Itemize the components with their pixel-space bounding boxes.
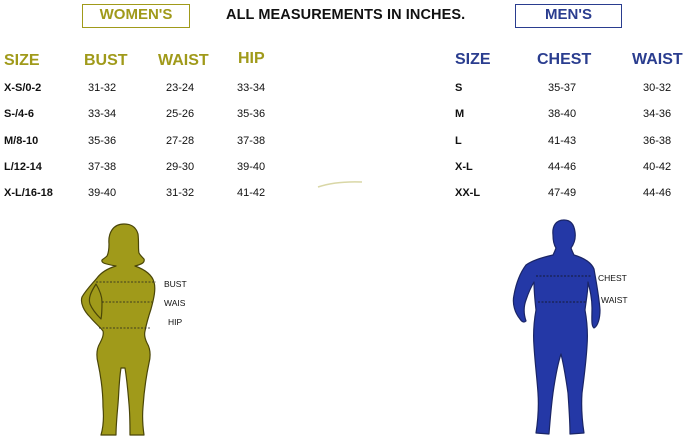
page-title: ALL MEASUREMENTS IN INCHES. — [226, 7, 466, 23]
womens-hip-cell: 41-42 — [237, 187, 266, 199]
womens-bust-cell: 37-38 — [88, 161, 117, 173]
stray-mark — [317, 181, 363, 188]
mens-waist-cell: 36-38 — [643, 135, 672, 147]
womens-size-cell: M/8-10 — [4, 135, 39, 147]
figure-label-hip: HIP — [168, 317, 183, 327]
figure-label-mens-waist: WAIST — [601, 295, 628, 305]
mens-header-chest: CHEST — [537, 51, 592, 68]
womens-waist-cell: 27-28 — [166, 135, 195, 147]
mens-size-cell: X-L — [455, 161, 473, 173]
womens-header-bust: BUST — [84, 52, 128, 69]
womens-hip-cell: 35-36 — [237, 108, 266, 120]
womens-hip-cell: 39-40 — [237, 161, 266, 173]
mens-waist-cell: 40-42 — [643, 161, 672, 173]
womens-bust-cell: 31-32 — [88, 82, 117, 94]
womens-header-waist: WAIST — [158, 52, 209, 69]
mens-size-cell: M — [455, 108, 465, 120]
figure-label-waist: WAIS — [164, 298, 186, 308]
mens-header-size: SIZE — [455, 51, 491, 68]
mens-waist-cell: 30-32 — [643, 82, 672, 94]
womens-waist-cell: 31-32 — [166, 187, 195, 199]
womens-size-cell: X-L/16-18 — [4, 187, 53, 199]
mens-chest-cell: 44-46 — [548, 161, 577, 173]
womens-hip-cell: 33-34 — [237, 82, 266, 94]
woman-silhouette-icon — [80, 223, 156, 436]
womens-size-cell: S-/4-6 — [4, 108, 34, 120]
mens-size-cell: S — [455, 82, 463, 94]
mens-chest-cell: 47-49 — [548, 187, 577, 199]
mens-waist-cell: 34-36 — [643, 108, 672, 120]
womens-size-cell: L/12-14 — [4, 161, 42, 173]
womens-bust-cell: 35-36 — [88, 135, 117, 147]
womens-header-size: SIZE — [4, 52, 40, 69]
mens-chest-cell: 38-40 — [548, 108, 577, 120]
figure-label-bust: BUST — [164, 279, 187, 289]
mens-size-cell: XX-L — [455, 187, 481, 199]
mens-header-waist: WAIST — [632, 51, 683, 68]
womens-waist-cell: 25-26 — [166, 108, 195, 120]
mens-chest-cell: 35-37 — [548, 82, 577, 94]
womens-bust-cell: 33-34 — [88, 108, 117, 120]
womens-badge: WOMEN'S — [82, 4, 190, 28]
figure-label-chest: CHEST — [598, 273, 627, 283]
man-silhouette-icon — [512, 219, 601, 435]
womens-bust-cell: 39-40 — [88, 187, 117, 199]
womens-size-cell: X-S/0-2 — [4, 82, 42, 94]
womens-waist-cell: 29-30 — [166, 161, 195, 173]
mens-size-cell: L — [455, 135, 462, 147]
womens-header-hip: HIP — [238, 50, 265, 67]
womens-hip-cell: 37-38 — [237, 135, 266, 147]
womens-waist-cell: 23-24 — [166, 82, 195, 94]
mens-badge: MEN'S — [515, 4, 622, 28]
mens-waist-cell: 44-46 — [643, 187, 672, 199]
mens-chest-cell: 41-43 — [548, 135, 577, 147]
